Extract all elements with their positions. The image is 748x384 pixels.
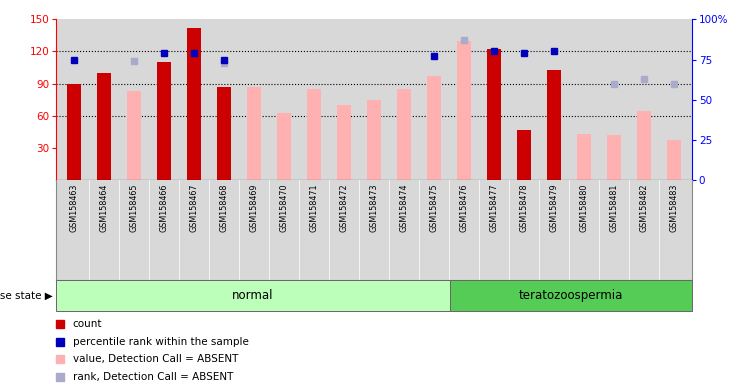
- Text: GSM158472: GSM158472: [340, 184, 349, 232]
- Bar: [278, 113, 291, 180]
- Text: GSM158476: GSM158476: [459, 184, 468, 232]
- Text: GSM158483: GSM158483: [669, 184, 678, 232]
- Bar: [307, 89, 321, 180]
- Bar: [667, 140, 681, 180]
- Bar: [187, 28, 200, 180]
- Bar: [427, 76, 441, 180]
- Text: GSM158480: GSM158480: [580, 184, 589, 232]
- Bar: [487, 49, 500, 180]
- Text: GSM158477: GSM158477: [489, 184, 498, 232]
- Bar: [127, 91, 141, 180]
- Text: GSM158470: GSM158470: [280, 184, 289, 232]
- Text: GSM158466: GSM158466: [159, 184, 168, 232]
- Bar: [248, 87, 261, 180]
- Bar: [517, 130, 530, 180]
- Text: GSM158463: GSM158463: [70, 184, 79, 232]
- Text: GSM158473: GSM158473: [370, 184, 378, 232]
- Text: count: count: [73, 319, 102, 329]
- Text: teratozoospermia: teratozoospermia: [518, 289, 623, 302]
- Text: percentile rank within the sample: percentile rank within the sample: [73, 337, 248, 347]
- Text: GSM158481: GSM158481: [610, 184, 619, 232]
- Text: disease state ▶: disease state ▶: [0, 291, 52, 301]
- Bar: [218, 87, 231, 180]
- Bar: [577, 134, 591, 180]
- Text: GSM158474: GSM158474: [399, 184, 408, 232]
- Text: GSM158469: GSM158469: [250, 184, 259, 232]
- Text: GSM158471: GSM158471: [310, 184, 319, 232]
- Text: GSM158467: GSM158467: [189, 184, 198, 232]
- Text: rank, Detection Call = ABSENT: rank, Detection Call = ABSENT: [73, 372, 233, 382]
- Bar: [397, 89, 411, 180]
- Text: GSM158468: GSM158468: [220, 184, 229, 232]
- Bar: [367, 100, 381, 180]
- Bar: [97, 73, 111, 180]
- Bar: [457, 41, 470, 180]
- Text: GSM158464: GSM158464: [99, 184, 108, 232]
- Text: GSM158478: GSM158478: [519, 184, 528, 232]
- Bar: [637, 111, 651, 180]
- Bar: [548, 70, 561, 180]
- Text: normal: normal: [232, 289, 274, 302]
- Text: GSM158465: GSM158465: [129, 184, 138, 232]
- Bar: [450, 280, 692, 311]
- Bar: [56, 280, 450, 311]
- Text: GSM158482: GSM158482: [640, 184, 649, 232]
- Bar: [157, 62, 171, 180]
- Text: GSM158479: GSM158479: [550, 184, 559, 232]
- Text: GSM158475: GSM158475: [429, 184, 438, 232]
- Bar: [607, 135, 621, 180]
- Bar: [337, 105, 351, 180]
- Bar: [67, 84, 81, 180]
- Text: value, Detection Call = ABSENT: value, Detection Call = ABSENT: [73, 354, 238, 364]
